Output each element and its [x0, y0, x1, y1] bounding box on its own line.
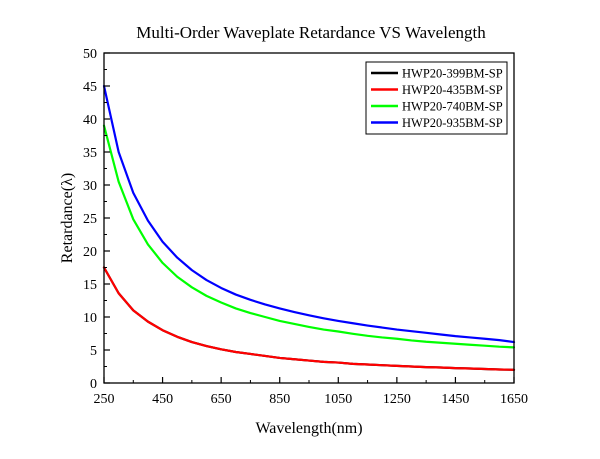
y-axis: 0 5 10 15 20 25 30 35 40 45 50	[83, 47, 110, 392]
legend-label: HWP20-740BM-SP	[402, 100, 503, 114]
y-tick-label: 15	[83, 278, 97, 293]
y-tick-label: 45	[83, 80, 97, 95]
y-axis-label: Retardance(λ)	[59, 173, 76, 263]
y-tick-label: 20	[83, 245, 97, 260]
series-line-hwp20-435bm-sp	[102, 266, 516, 371]
y-tick-label: 10	[83, 311, 97, 326]
y-tick-label: 0	[90, 377, 97, 392]
legend-label: HWP20-399BM-SP	[402, 67, 503, 81]
legend-label: HWP20-435BM-SP	[402, 83, 503, 97]
chart-title: Multi-Order Waveplate Retardance VS Wave…	[136, 23, 486, 42]
series-line-hwp20-740bm-sp	[102, 124, 516, 349]
series-layer	[102, 84, 516, 371]
x-tick-label: 650	[211, 392, 232, 407]
x-tick-label: 250	[94, 392, 115, 407]
x-tick-label: 1250	[383, 392, 411, 407]
y-tick-label: 50	[83, 47, 97, 62]
x-axis-label: Wavelength(nm)	[255, 420, 362, 437]
x-tick-label: 1450	[441, 392, 469, 407]
x-axis: 250 450 650 850 1050 1250 1450 1650	[94, 377, 528, 407]
legend-label: HWP20-935BM-SP	[402, 116, 503, 130]
y-tick-label: 25	[83, 212, 97, 227]
y-tick-label: 30	[83, 179, 97, 194]
x-tick-label: 850	[269, 392, 290, 407]
x-tick-label: 1050	[324, 392, 352, 407]
x-tick-label: 1650	[500, 392, 528, 407]
y-tick-label: 35	[83, 146, 97, 161]
y-tick-label: 5	[90, 344, 97, 359]
series-line-hwp20-935bm-sp	[102, 84, 516, 344]
y-tick-label: 40	[83, 113, 97, 128]
x-tick-label: 450	[152, 392, 173, 407]
legend: HWP20-399BM-SP HWP20-435BM-SP HWP20-740BM-…	[365, 61, 508, 135]
